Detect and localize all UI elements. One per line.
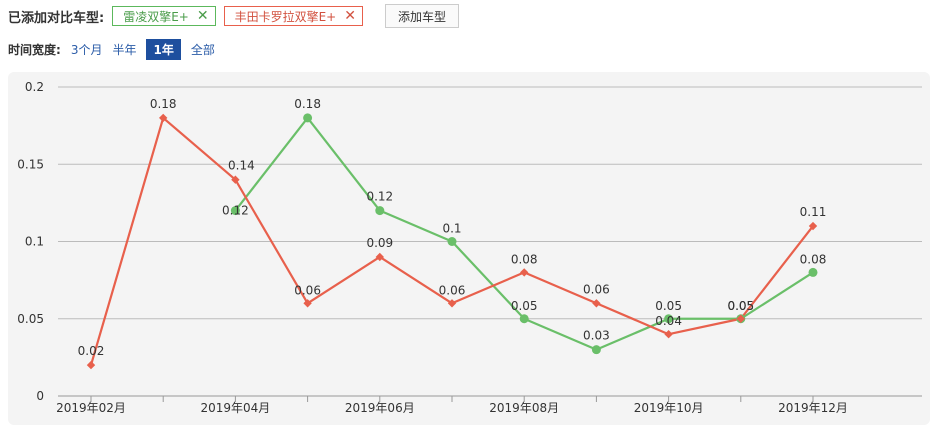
add-car-button[interactable]: 添加车型 [384, 4, 459, 28]
time-filter: 时间宽度: 3个月 半年 1年 全部 [8, 38, 215, 60]
data-point [592, 299, 601, 308]
x-tick-label: 2019年02月 [56, 401, 126, 415]
data-point [664, 314, 674, 324]
compare-toolbar: 已添加对比车型: 雷凌双擎E+ ✕ 丰田卡罗拉双擎E+ ✕ 添加车型 [8, 4, 459, 28]
car-tag-leiling: 雷凌双擎E+ ✕ [112, 6, 216, 26]
data-point [447, 299, 457, 308]
data-point [86, 360, 96, 370]
data-point [159, 113, 168, 123]
close-icon[interactable]: ✕ [196, 8, 209, 24]
time-option-3months[interactable]: 3个月 [70, 42, 103, 57]
x-tick-label: 2019年12月 [778, 401, 848, 415]
time-option-1year[interactable]: 1年 [146, 38, 181, 60]
data-label: 0.06 [439, 283, 466, 297]
data-label: 0.11 [800, 205, 827, 219]
y-tick-label: 0.15 [17, 157, 44, 171]
y-tick-label: 0.2 [25, 80, 44, 94]
data-label: 0.18 [294, 97, 321, 111]
data-label: 0.1 [442, 222, 461, 236]
data-label: 0.06 [294, 283, 321, 297]
data-point [664, 330, 673, 339]
x-tick-label: 2019年06月 [345, 401, 415, 415]
car-tag-corolla-name: 丰田卡罗拉双擎E+ [234, 9, 337, 24]
data-label: 0.05 [727, 299, 754, 313]
y-tick-label: 0.05 [17, 312, 44, 326]
data-label: 0.05 [655, 299, 682, 313]
data-label: 0.18 [150, 97, 177, 111]
data-label: 0.12 [222, 204, 249, 218]
data-point [591, 345, 601, 355]
data-label: 0.05 [727, 299, 754, 313]
data-label: 0.14 [228, 159, 255, 173]
data-label: 0.08 [511, 252, 538, 266]
data-label: 0.09 [366, 236, 393, 250]
data-label: 0.05 [511, 299, 538, 313]
close-icon[interactable]: ✕ [344, 8, 356, 24]
x-tick-label: 2019年08月 [489, 401, 559, 415]
chart-area [8, 72, 930, 425]
y-tick-label: 0.1 [25, 235, 44, 249]
data-point [230, 206, 240, 216]
data-point [375, 206, 385, 216]
x-tick-label: 2019年04月 [200, 401, 270, 415]
data-point [808, 221, 818, 231]
data-label: 0.06 [583, 282, 610, 296]
data-label: 0.12 [366, 190, 393, 204]
time-option-all[interactable]: 全部 [190, 42, 215, 57]
x-tick-label: 2019年10月 [634, 401, 704, 415]
data-label: 0.04 [655, 314, 682, 328]
data-point [447, 237, 457, 246]
time-filter-label: 时间宽度: [8, 42, 61, 57]
car-tag-corolla: 丰田卡罗拉双擎E+ ✕ [223, 6, 363, 26]
data-label: 0.02 [78, 344, 105, 358]
data-point [520, 268, 529, 277]
data-label: 0.08 [800, 252, 827, 266]
data-point [231, 175, 240, 184]
data-point [303, 299, 312, 308]
data-point [375, 252, 384, 262]
car-tag-leiling-name: 雷凌双擎E+ [123, 9, 189, 24]
data-point [736, 314, 745, 323]
data-point [808, 267, 818, 277]
data-point [519, 314, 529, 324]
y-tick-label: 0 [36, 389, 44, 403]
time-option-halfyear[interactable]: 半年 [112, 42, 137, 57]
added-cars-label: 已添加对比车型: [8, 10, 105, 26]
data-point [303, 113, 313, 123]
data-label: 0.03 [583, 329, 610, 343]
